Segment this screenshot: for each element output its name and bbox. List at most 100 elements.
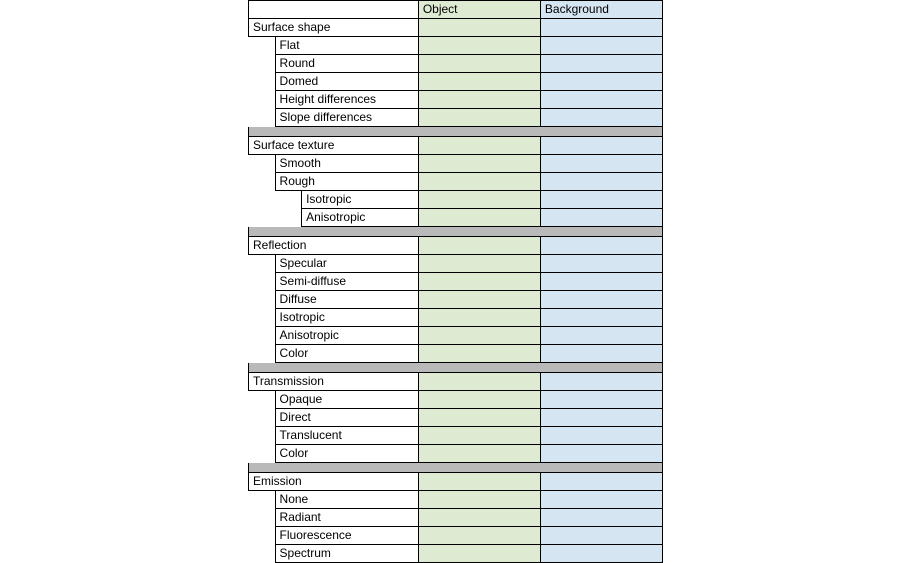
background-cell bbox=[540, 545, 662, 563]
indent-cell bbox=[249, 309, 276, 327]
indent-cell bbox=[249, 109, 276, 127]
indent-cell bbox=[249, 291, 276, 309]
property-label: Anisotropic bbox=[275, 327, 418, 345]
property-label: Semi-diffuse bbox=[275, 273, 418, 291]
background-cell bbox=[540, 237, 662, 255]
property-label: Slope differences bbox=[275, 109, 418, 127]
object-cell bbox=[418, 491, 540, 509]
header-background: Background bbox=[540, 1, 662, 19]
indent-cell bbox=[249, 255, 276, 273]
property-label: Isotropic bbox=[275, 309, 418, 327]
property-label: Domed bbox=[275, 73, 418, 91]
section-separator bbox=[249, 363, 663, 373]
background-cell bbox=[540, 373, 662, 391]
property-label: Spectrum bbox=[275, 545, 418, 563]
indent-cell bbox=[249, 427, 276, 445]
indent-cell bbox=[275, 191, 302, 209]
property-label: Diffuse bbox=[275, 291, 418, 309]
object-cell bbox=[418, 527, 540, 545]
object-cell bbox=[418, 427, 540, 445]
object-cell bbox=[418, 91, 540, 109]
object-cell bbox=[418, 327, 540, 345]
property-label: Smooth bbox=[275, 155, 418, 173]
background-cell bbox=[540, 109, 662, 127]
indent-cell bbox=[249, 527, 276, 545]
property-label: Rough bbox=[275, 173, 418, 191]
object-cell bbox=[418, 19, 540, 37]
property-label: Anisotropic bbox=[302, 209, 419, 227]
property-label: Fluorescence bbox=[275, 527, 418, 545]
background-cell bbox=[540, 137, 662, 155]
object-cell bbox=[418, 209, 540, 227]
property-label: Specular bbox=[275, 255, 418, 273]
indent-cell bbox=[249, 73, 276, 91]
object-cell bbox=[418, 345, 540, 363]
indent-cell bbox=[249, 37, 276, 55]
background-cell bbox=[540, 427, 662, 445]
object-cell bbox=[418, 37, 540, 55]
indent-cell bbox=[249, 327, 276, 345]
indent-cell bbox=[249, 491, 276, 509]
property-label: Radiant bbox=[275, 509, 418, 527]
object-cell bbox=[418, 237, 540, 255]
indent-cell bbox=[249, 345, 276, 363]
background-cell bbox=[540, 73, 662, 91]
object-cell bbox=[418, 445, 540, 463]
background-cell bbox=[540, 37, 662, 55]
indent-cell bbox=[249, 545, 276, 563]
section-separator bbox=[249, 127, 663, 137]
header-blank bbox=[249, 1, 419, 19]
indent-cell bbox=[249, 91, 276, 109]
object-cell bbox=[418, 291, 540, 309]
indent-cell bbox=[249, 209, 276, 227]
object-cell bbox=[418, 137, 540, 155]
object-cell bbox=[418, 73, 540, 91]
background-cell bbox=[540, 155, 662, 173]
property-label: Translucent bbox=[275, 427, 418, 445]
section-title: Surface texture bbox=[249, 137, 419, 155]
property-grid: ObjectBackgroundSurface shapeFlatRoundDo… bbox=[248, 0, 663, 563]
header-object: Object bbox=[418, 1, 540, 19]
background-cell bbox=[540, 291, 662, 309]
background-cell bbox=[540, 345, 662, 363]
background-cell bbox=[540, 191, 662, 209]
property-label: Color bbox=[275, 445, 418, 463]
background-cell bbox=[540, 391, 662, 409]
background-cell bbox=[540, 509, 662, 527]
object-cell bbox=[418, 191, 540, 209]
section-separator bbox=[249, 463, 663, 473]
section-title: Surface shape bbox=[249, 19, 419, 37]
background-cell bbox=[540, 491, 662, 509]
object-cell bbox=[418, 173, 540, 191]
section-separator bbox=[249, 227, 663, 237]
background-cell bbox=[540, 273, 662, 291]
section-title: Reflection bbox=[249, 237, 419, 255]
property-label: Opaque bbox=[275, 391, 418, 409]
background-cell bbox=[540, 327, 662, 345]
object-cell bbox=[418, 473, 540, 491]
object-cell bbox=[418, 255, 540, 273]
indent-cell bbox=[249, 173, 276, 191]
property-table: ObjectBackgroundSurface shapeFlatRoundDo… bbox=[248, 0, 663, 563]
section-title: Transmission bbox=[249, 373, 419, 391]
object-cell bbox=[418, 409, 540, 427]
indent-cell bbox=[249, 191, 276, 209]
background-cell bbox=[540, 255, 662, 273]
section-title: Emission bbox=[249, 473, 419, 491]
indent-cell bbox=[249, 509, 276, 527]
indent-cell bbox=[275, 209, 302, 227]
indent-cell bbox=[249, 273, 276, 291]
object-cell bbox=[418, 373, 540, 391]
property-label: Direct bbox=[275, 409, 418, 427]
property-label: Color bbox=[275, 345, 418, 363]
object-cell bbox=[418, 309, 540, 327]
property-label: Flat bbox=[275, 37, 418, 55]
indent-cell bbox=[249, 445, 276, 463]
indent-cell bbox=[249, 409, 276, 427]
object-cell bbox=[418, 109, 540, 127]
property-label: None bbox=[275, 491, 418, 509]
background-cell bbox=[540, 91, 662, 109]
object-cell bbox=[418, 273, 540, 291]
indent-cell bbox=[249, 155, 276, 173]
background-cell bbox=[540, 409, 662, 427]
